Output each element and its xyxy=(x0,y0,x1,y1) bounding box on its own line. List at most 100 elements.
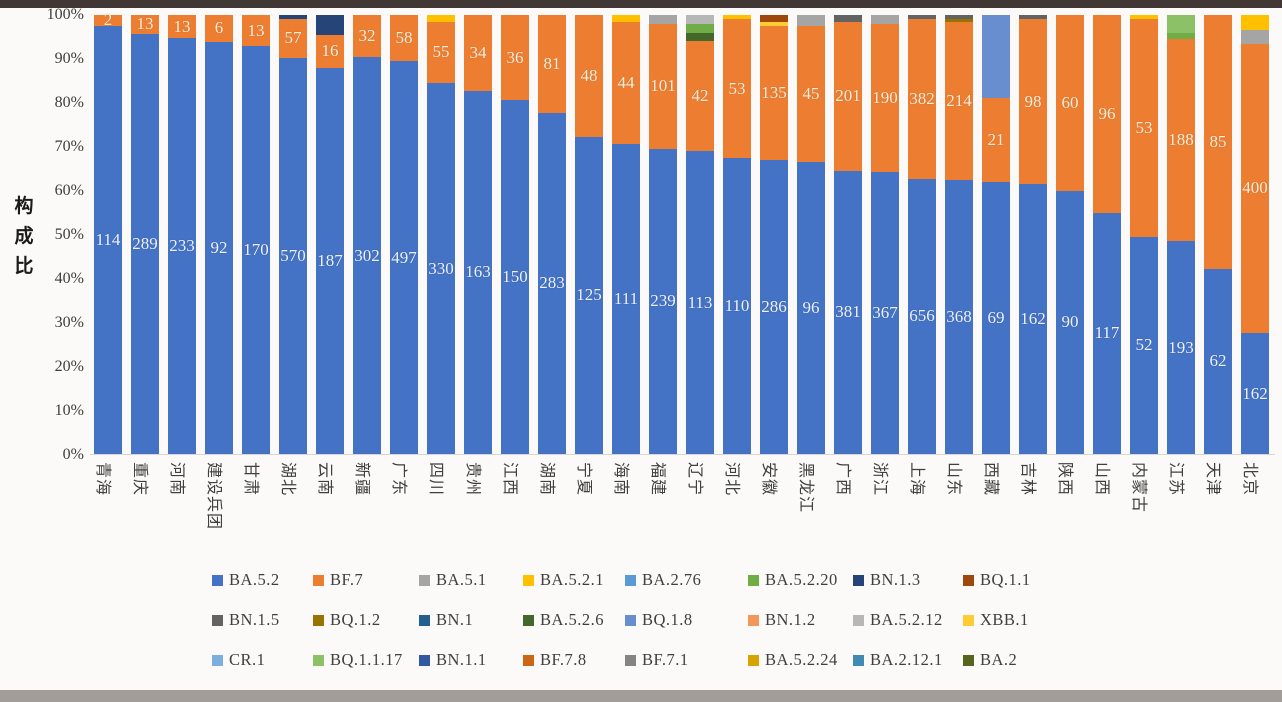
bottom-border-band xyxy=(0,690,1282,702)
legend-label: BN.1.2 xyxy=(765,610,816,629)
legend-label: BQ.1.2 xyxy=(330,610,381,629)
segment-value-label: 16 xyxy=(321,41,339,61)
bar-segment xyxy=(945,18,973,22)
segment-value-label: 368 xyxy=(946,306,972,326)
legend-item: XBB.1 xyxy=(963,610,1029,630)
legend-color-swatch xyxy=(212,574,223,586)
segment-value-label: 113 xyxy=(687,292,713,312)
segment-value-label: 53 xyxy=(1135,118,1153,138)
bar-segment: 187 xyxy=(316,67,344,454)
legend-item: BA.5.2.6 xyxy=(523,610,604,630)
bar-segment: 111 xyxy=(612,144,640,454)
x-axis-label: 福建 xyxy=(649,462,666,497)
segment-value-label: 233 xyxy=(169,236,195,256)
bar-chart-plot: 2 114 13 289 13 233 6 92 13 170 57 570 16 187 32 302 58 4… xyxy=(90,10,1275,455)
bar-segment: 150 xyxy=(501,100,529,454)
y-tick-label: 40% xyxy=(54,270,84,287)
y-tick-label: 50% xyxy=(54,226,84,243)
segment-value-label: 117 xyxy=(1094,323,1120,343)
bar-segment: 190 xyxy=(871,23,899,172)
stacked-bar: 55 330 xyxy=(427,15,455,454)
stacked-bar: 42 113 xyxy=(686,15,714,454)
segment-value-label: 45 xyxy=(802,84,820,104)
x-axis-label: 黑龙江 xyxy=(797,462,814,514)
x-axis-label: 海南 xyxy=(612,462,629,497)
segment-value-label: 289 xyxy=(132,233,158,253)
stacked-bar: 98 162 xyxy=(1019,15,1047,454)
bar-segment: 98 xyxy=(1019,19,1047,184)
x-axis-label: 湖北 xyxy=(279,462,296,497)
bar-segment: 53 xyxy=(723,19,751,158)
bar-segment: 60 xyxy=(1056,15,1084,191)
legend-color-swatch xyxy=(313,614,324,626)
bar-segment: 6 xyxy=(205,15,233,42)
y-tick-label: 90% xyxy=(54,50,84,67)
bar-segment: 135 xyxy=(760,25,788,160)
segment-value-label: 36 xyxy=(506,47,524,67)
legend-item: BA.5.2 xyxy=(212,570,280,590)
segment-value-label: 382 xyxy=(909,89,935,109)
bar-segment: 52 xyxy=(1130,236,1158,454)
legend-label: BA.2.12.1 xyxy=(870,650,943,669)
x-axis-label: 青海 xyxy=(94,462,111,497)
stacked-bar: 13 289 xyxy=(131,14,159,454)
segment-value-label: 92 xyxy=(210,237,228,257)
bar-segment xyxy=(871,15,899,24)
segment-value-label: 55 xyxy=(432,42,450,62)
legend-color-swatch xyxy=(419,654,430,666)
bar-segment: 21 xyxy=(982,98,1010,182)
segment-value-label: 135 xyxy=(761,82,787,102)
segment-value-label: 239 xyxy=(650,291,676,311)
legend-color-swatch xyxy=(212,654,223,666)
bar-segment: 193 xyxy=(1167,241,1195,454)
legend-color-swatch xyxy=(748,614,759,626)
y-tick-label: 60% xyxy=(54,182,84,199)
segment-value-label: 302 xyxy=(354,245,380,265)
legend-color-swatch xyxy=(523,654,534,666)
bar-segment: 125 xyxy=(575,136,603,454)
legend-item: BN.1.5 xyxy=(212,610,280,630)
segment-value-label: 330 xyxy=(428,258,454,278)
bar-segment xyxy=(834,15,862,22)
bar-segment: 101 xyxy=(649,23,677,149)
x-axis-label: 湖南 xyxy=(538,462,555,497)
x-axis-label: 安徽 xyxy=(760,462,777,497)
stacked-bar: 135 286 xyxy=(760,15,788,454)
segment-value-label: 214 xyxy=(946,91,972,111)
x-axis-label: 贵州 xyxy=(464,462,481,497)
stacked-bar: 32 302 xyxy=(353,15,381,454)
segment-value-label: 96 xyxy=(802,298,820,318)
bar-segment xyxy=(279,15,307,19)
stacked-bar: 13 233 xyxy=(168,15,196,454)
segment-value-label: 101 xyxy=(650,76,676,96)
segment-value-label: 125 xyxy=(576,285,602,305)
legend-label: BA.5.2.20 xyxy=(765,570,838,589)
bar-segment xyxy=(1241,15,1269,31)
bar-segment xyxy=(1019,15,1047,20)
stacked-bar: 188 193 xyxy=(1167,15,1195,454)
segment-value-label: 44 xyxy=(617,73,635,93)
bar-segment: 289 xyxy=(131,33,159,454)
legend-label: BA.5.2.12 xyxy=(870,610,943,629)
x-axis-label: 云南 xyxy=(316,462,333,497)
legend-color-swatch xyxy=(419,614,430,626)
y-tick-label: 70% xyxy=(54,138,84,155)
legend-color-swatch xyxy=(748,654,759,666)
legend-label: BN.1 xyxy=(436,610,474,629)
x-axis-label: 重庆 xyxy=(131,462,148,497)
x-axis-label: 吉林 xyxy=(1019,462,1036,497)
legend-label: BQ.1.1.17 xyxy=(330,650,403,669)
segment-value-label: 162 xyxy=(1242,383,1268,403)
legend-label: BN.1.5 xyxy=(229,610,280,629)
legend-label: BF.7 xyxy=(330,570,364,589)
y-axis: 100% 90% 80% 70% 60% 50% 40% 30% 20% 10% 0% xyxy=(20,0,84,470)
bar-segment: 81 xyxy=(538,15,566,113)
bar-segment: 96 xyxy=(797,162,825,454)
y-tick-label: 10% xyxy=(54,402,84,419)
bar-segment xyxy=(945,15,973,19)
legend-color-swatch xyxy=(625,654,636,666)
bar-segment: 48 xyxy=(575,15,603,137)
bar-segment: 170 xyxy=(242,46,270,454)
legend-item: BN.1.2 xyxy=(748,610,816,630)
bar-segment: 42 xyxy=(686,41,714,152)
